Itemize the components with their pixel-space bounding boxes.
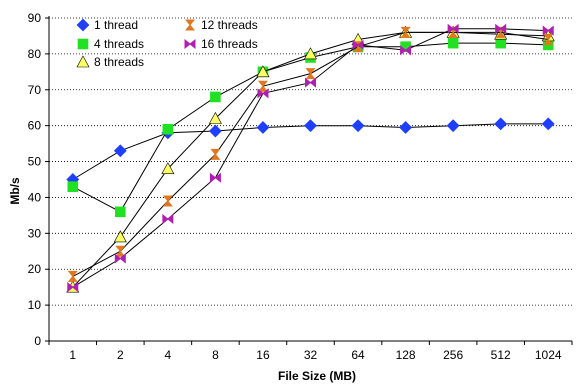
data-point: [400, 26, 411, 38]
y-tick-label: 70: [28, 83, 42, 97]
legend-label: 16 threads: [201, 37, 258, 51]
data-point: [446, 119, 460, 133]
y-tick-label: 40: [28, 190, 42, 204]
data-point: [305, 77, 316, 88]
data-point: [67, 270, 78, 282]
data-point: [162, 213, 174, 225]
data-point: [208, 124, 222, 138]
x-axis-label: File Size (MB): [278, 369, 356, 383]
data-point: [67, 181, 79, 192]
x-tick-label: 32: [304, 348, 318, 362]
x-tick-label: 512: [491, 348, 511, 362]
data-point: [113, 144, 127, 158]
data-point: [208, 111, 222, 124]
data-point: [257, 80, 268, 92]
legend-item: 1 thread: [76, 18, 138, 32]
series-1-thread: [66, 117, 555, 186]
y-tick-labels: 0 10 20 30 40 50 60 70 80 90: [28, 11, 42, 348]
data-point: [113, 230, 127, 243]
y-tick-label: 10: [28, 298, 42, 312]
x-tick-label: 16: [256, 348, 270, 362]
series-line: [72, 28, 549, 288]
legend-item: 16 threads: [184, 37, 258, 51]
data-point: [162, 123, 174, 135]
data-point: [447, 37, 459, 49]
y-tick-label: 20: [28, 262, 42, 276]
data-point: [303, 47, 318, 60]
data-point: [541, 117, 555, 131]
series-16-threads: [67, 23, 554, 293]
legend-label: 12 threads: [201, 18, 258, 32]
data-point: [304, 119, 317, 133]
legend-label: 8 threads: [94, 55, 144, 69]
data-point: [305, 68, 316, 80]
data-point: [115, 206, 126, 218]
data-point: [161, 162, 175, 175]
legend-item: 8 threads: [76, 55, 144, 69]
x-tick-label: 64: [351, 348, 365, 362]
series: [66, 23, 555, 293]
data-point: [542, 25, 554, 36]
legend-item: 12 threads: [184, 18, 258, 32]
y-tick-label: 80: [28, 47, 42, 61]
data-point: [351, 119, 365, 133]
data-point: [210, 148, 221, 160]
data-point: [494, 117, 508, 131]
y-tick-label: 30: [28, 226, 42, 240]
data-point: [256, 65, 270, 78]
legend: 1 thread 4 threads 8 threads 12 threads 16 t…: [76, 18, 258, 69]
data-point: [256, 121, 270, 134]
data-point: [352, 39, 364, 50]
data-point: [184, 19, 196, 31]
data-point: [76, 55, 90, 68]
data-point: [495, 37, 506, 49]
y-axis-label: Mb/s: [8, 177, 22, 205]
data-point: [76, 18, 90, 32]
x-tick-labels: 1 2 4 8 16 32 64 128 256 512 1024: [69, 348, 561, 362]
y-tick-label: 50: [28, 155, 42, 169]
y-tick-label: 60: [28, 119, 42, 133]
x-tick-label: 1024: [535, 348, 562, 362]
data-point: [209, 172, 221, 183]
legend-label: 1 thread: [94, 18, 138, 32]
data-point: [184, 38, 196, 50]
y-tick-label: 0: [34, 334, 41, 348]
data-point: [114, 253, 126, 264]
y-tick-label: 90: [28, 11, 42, 25]
x-tick-label: 1: [69, 348, 76, 362]
data-point: [162, 195, 173, 207]
data-point: [257, 88, 269, 99]
data-point: [399, 121, 413, 134]
legend-item: 4 threads: [77, 37, 144, 51]
data-point: [400, 45, 412, 56]
data-point: [67, 282, 79, 293]
series-12-threads: [67, 26, 554, 282]
legend-label: 4 threads: [94, 37, 144, 51]
data-point: [77, 38, 89, 50]
axes: [45, 16, 573, 345]
data-point: [495, 23, 507, 34]
data-point: [115, 245, 126, 257]
data-point: [543, 34, 554, 46]
x-tick-label: 8: [212, 348, 219, 362]
x-tick-label: 2: [117, 348, 124, 362]
x-tick-label: 128: [396, 348, 416, 362]
data-point: [447, 23, 459, 34]
data-point: [210, 91, 221, 103]
x-tick-label: 256: [443, 348, 463, 362]
x-tick-label: 4: [165, 348, 172, 362]
